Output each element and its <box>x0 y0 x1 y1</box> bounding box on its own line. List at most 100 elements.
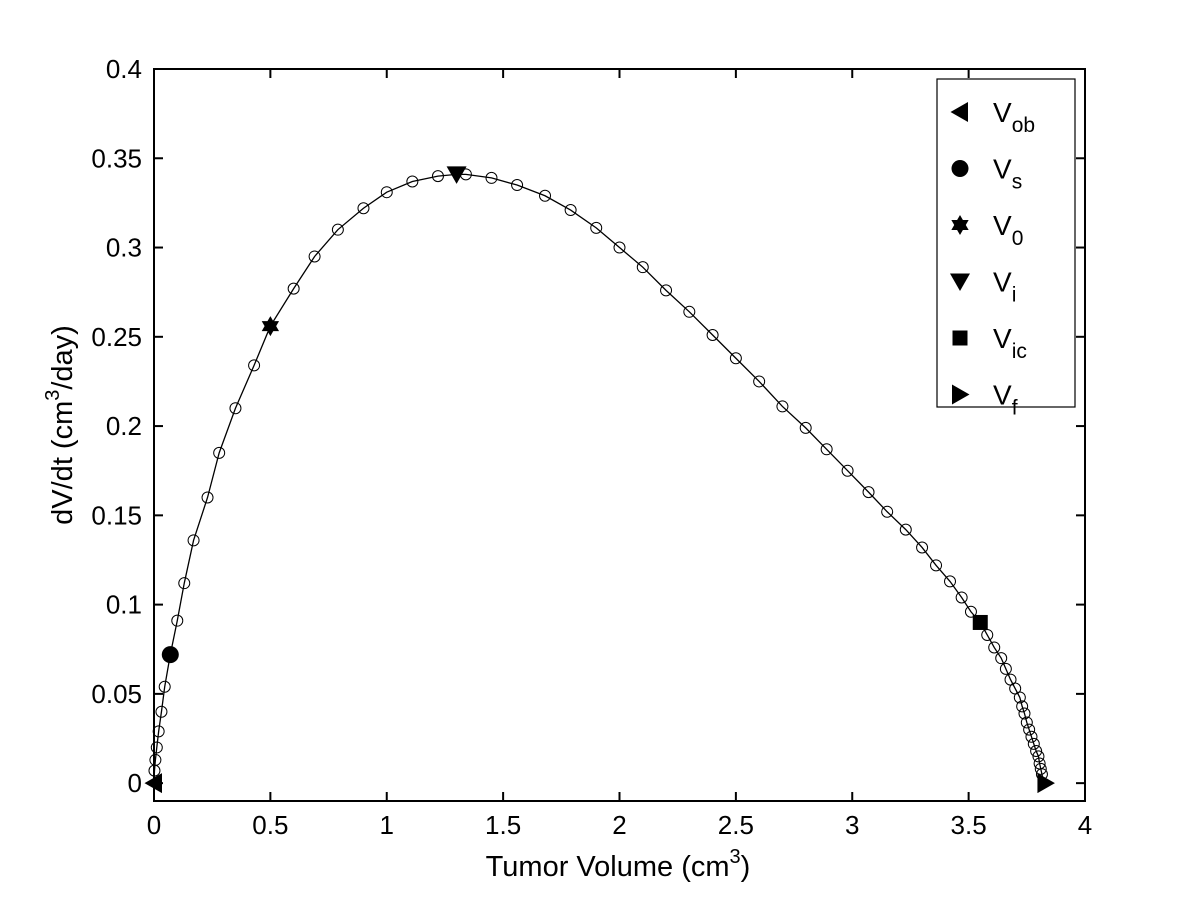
legend-marker-v-ic <box>952 330 968 346</box>
y-tick-label: 0.3 <box>106 233 142 263</box>
x-tick-label: 3 <box>845 810 859 840</box>
data-point-open-circle <box>881 505 894 518</box>
legend-label-sub: i <box>1012 284 1017 307</box>
data-point-open-circle <box>229 402 242 415</box>
x-tick-label: 4 <box>1078 810 1092 840</box>
x-axis-title-end: ) <box>741 851 751 883</box>
data-point-open-circle <box>287 282 300 295</box>
data-point-open-circle <box>1013 691 1026 704</box>
legend-label-main: V <box>993 210 1012 241</box>
x-tick-label: 2 <box>612 810 626 840</box>
marker-v-s <box>161 646 179 664</box>
legend-label-main: V <box>993 97 1012 128</box>
data-point-open-circle <box>683 305 696 318</box>
legend-marker-v-0-part <box>951 220 969 235</box>
data-point-open-circle <box>248 359 261 372</box>
data-point-open-circle <box>964 605 977 618</box>
data-point-open-circle <box>149 753 162 766</box>
data-point-open-circle <box>916 541 929 554</box>
data-point-open-circle <box>201 491 214 504</box>
legend-label-v-0: V0 <box>993 210 1023 250</box>
data-point-open-circle <box>431 170 444 183</box>
data-point-open-circle <box>660 284 673 297</box>
data-point-open-circle <box>187 534 200 547</box>
data-point-open-circle <box>899 523 912 536</box>
data-point-open-circle <box>955 591 968 604</box>
data-point-open-circle <box>944 575 957 588</box>
data-point-open-circle <box>1034 762 1047 775</box>
data-point-open-circle <box>1020 716 1033 729</box>
y-axis-title-end: /day) <box>47 325 79 389</box>
legend-marker-v-f <box>952 384 970 405</box>
data-point-open-circle <box>357 202 370 215</box>
x-axis-title: Tumor Volume (cm3) <box>486 846 751 883</box>
data-point-open-circle <box>988 641 1001 654</box>
x-tick-label: 1.5 <box>485 810 521 840</box>
data-point-open-circle <box>1016 700 1029 713</box>
x-tick-label: 1 <box>380 810 394 840</box>
x-tick-label: 2.5 <box>718 810 754 840</box>
marker-v-0 <box>261 316 280 337</box>
legend-marker-v-ob <box>950 102 968 122</box>
y-tick-label: 0 <box>128 768 142 798</box>
data-point-open-circle <box>511 179 524 192</box>
y-axis-title-main: dV/dt (cm <box>47 401 79 525</box>
data-point-open-circle <box>776 400 789 413</box>
legend-label-main: V <box>993 154 1012 185</box>
data-point-open-circle <box>1023 723 1036 736</box>
data-point-open-circle <box>155 705 168 718</box>
legend-box <box>936 78 1076 408</box>
legend-label-sub: f <box>1012 397 1018 420</box>
data-point-open-circle <box>150 741 163 754</box>
legend-marker-v-s <box>951 160 969 177</box>
data-point-open-circle <box>406 175 419 188</box>
data-point-open-circle <box>636 261 649 274</box>
data-point-open-circle <box>171 614 184 627</box>
data-point-open-circle <box>729 352 742 365</box>
data-point-open-circle <box>485 171 498 184</box>
x-tick-label: 0.5 <box>252 810 288 840</box>
data-point-open-circle <box>1027 737 1040 750</box>
data-point-open-circle <box>999 662 1012 675</box>
y-tick-label: 0.35 <box>91 143 142 173</box>
data-point-open-circle <box>613 241 626 254</box>
legend-label-sub: 0 <box>1012 227 1024 250</box>
y-tick-label: 0.4 <box>106 54 142 84</box>
y-axis-title: dV/dt (cm3/day) <box>42 325 79 525</box>
data-layer <box>144 166 1055 794</box>
data-point-open-circle <box>380 186 393 199</box>
data-point-open-circle <box>213 446 226 459</box>
legend-marker-v-i <box>950 273 970 291</box>
y-tick-label: 0.05 <box>91 679 142 709</box>
data-point-open-circle <box>158 680 171 693</box>
y-axis-title-sup: 3 <box>42 390 64 401</box>
data-point-open-circle <box>590 221 603 234</box>
legend-label-v-i: Vi <box>993 267 1016 307</box>
data-point-open-circle <box>706 329 719 342</box>
y-tick-label: 0.2 <box>106 411 142 441</box>
data-point-open-circle <box>1018 707 1031 720</box>
data-point-open-circle <box>178 577 191 590</box>
data-point-open-circle <box>841 464 854 477</box>
x-tick-label: 3.5 <box>951 810 987 840</box>
legend-label-sub: ob <box>1012 114 1035 137</box>
marker-v-i <box>446 166 467 184</box>
ticks-layer: 0 0.5 1 1.5 2 2.5 3 3.5 4 0 0.05 0.1 0.15 0.2 0.25 0.3 0… <box>91 54 1092 840</box>
marker-v-ic <box>972 614 988 630</box>
y-tick-label: 0.1 <box>106 590 142 620</box>
data-point-open-circle <box>331 223 344 236</box>
curve-line <box>153 173 1044 784</box>
x-tick-label: 0 <box>147 810 161 840</box>
data-point-open-circle <box>564 204 577 217</box>
data-point-open-circle <box>1030 745 1043 758</box>
data-point-open-circle <box>820 443 833 456</box>
legend-label-sub: s <box>1012 171 1023 194</box>
marker-v-0-part <box>261 321 280 337</box>
legend-label-main: V <box>993 267 1012 298</box>
legend-label-v-ic: Vic <box>993 323 1027 363</box>
data-point-open-circle <box>799 421 812 434</box>
y-tick-label: 0.25 <box>91 322 142 352</box>
data-point-open-circle <box>539 189 552 202</box>
